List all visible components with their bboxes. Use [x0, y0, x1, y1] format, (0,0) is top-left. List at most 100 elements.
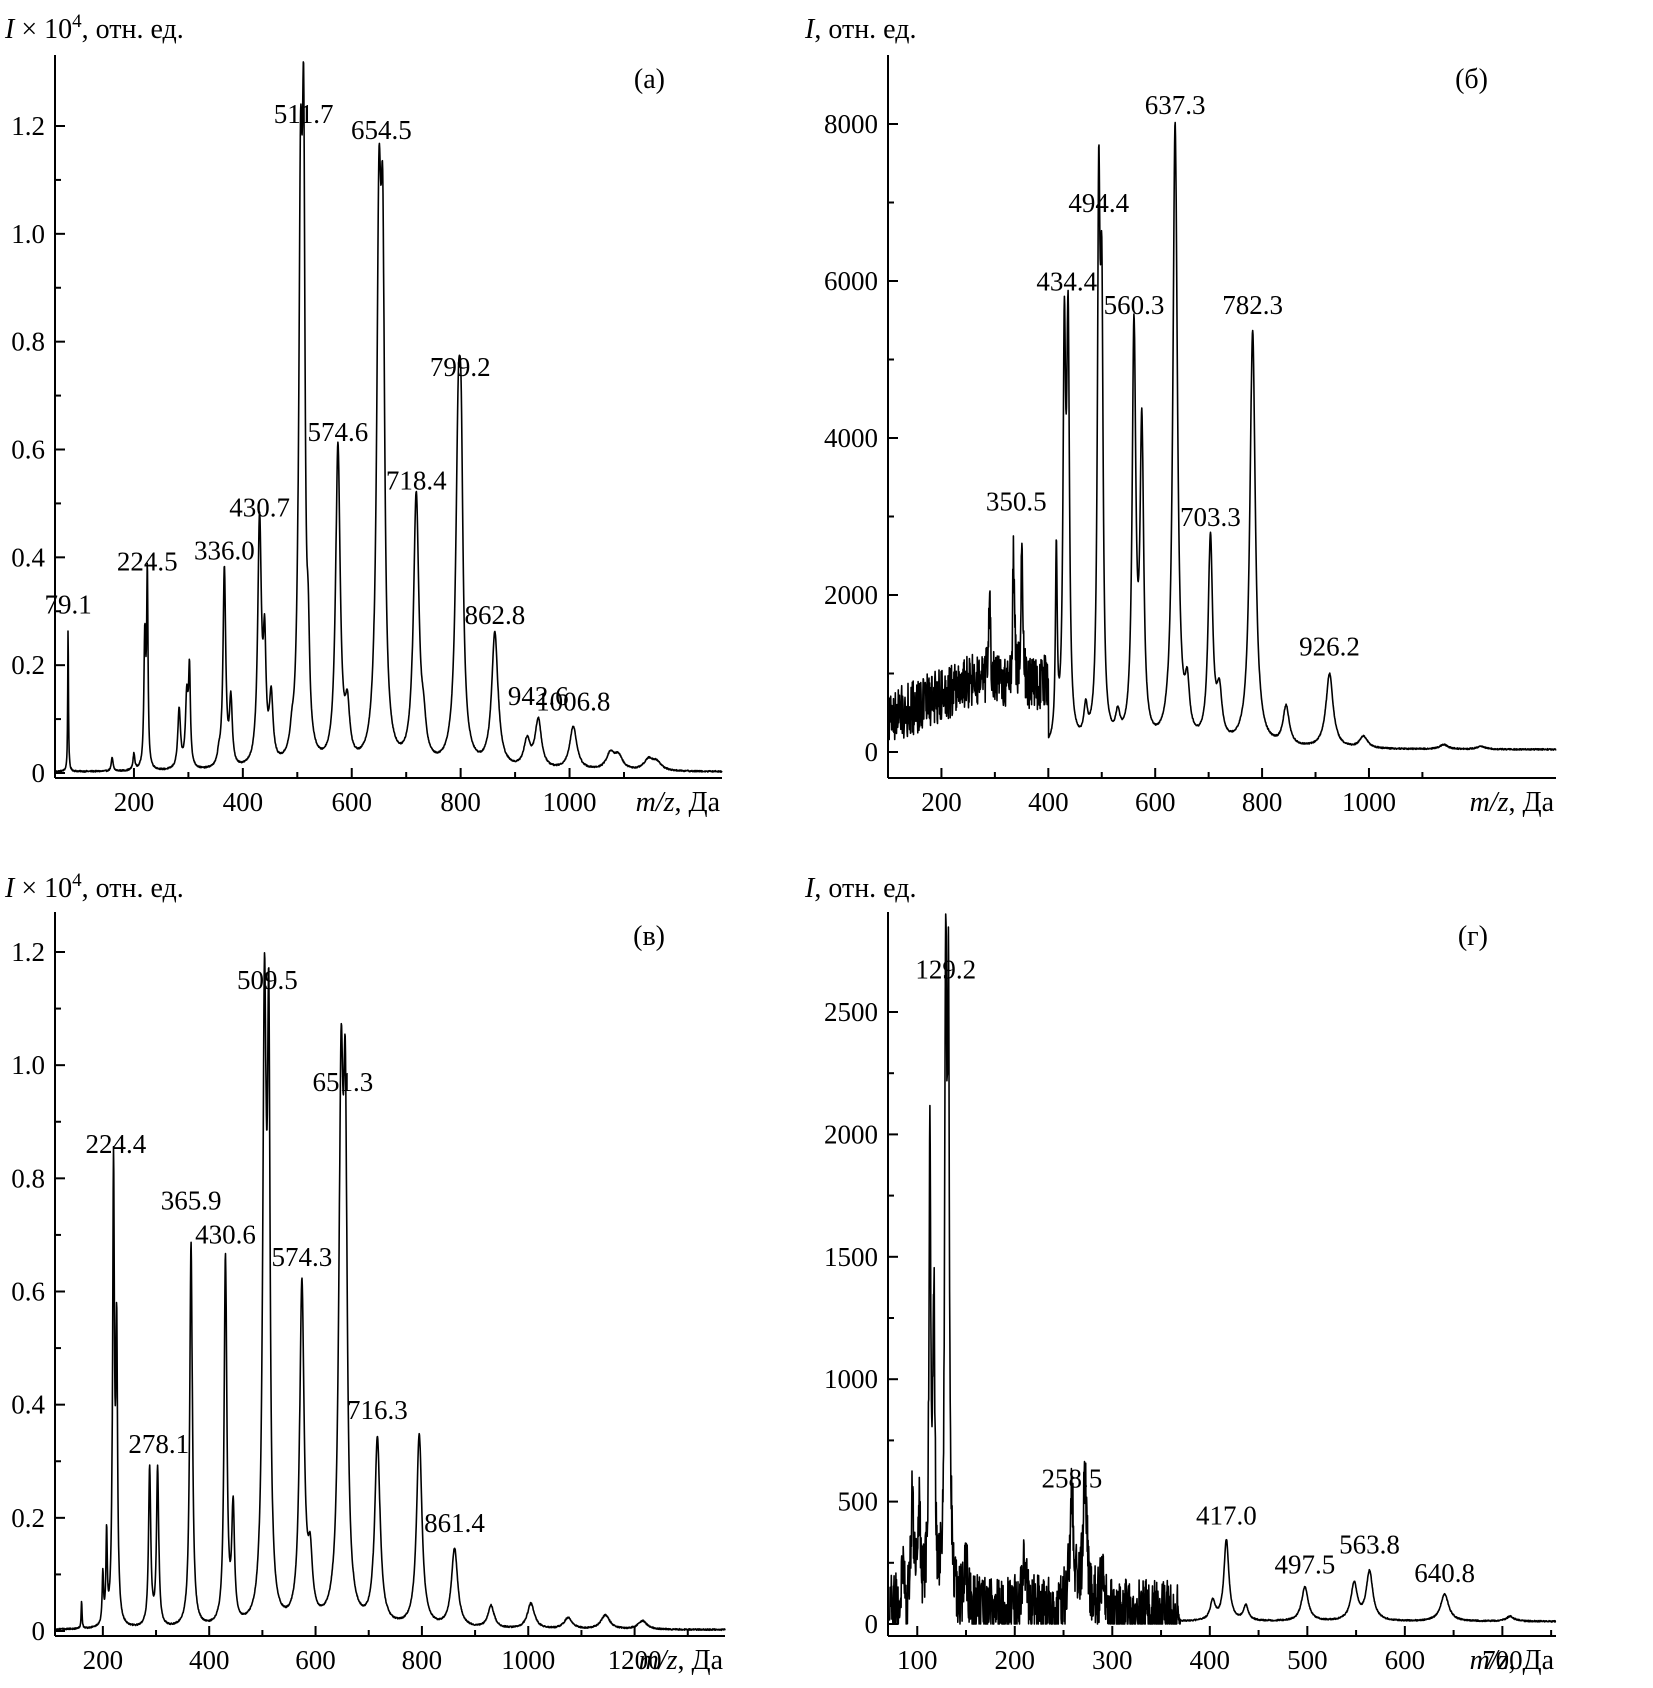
y-tick-label: 2000	[824, 580, 878, 610]
x-tick-label: 400	[189, 1645, 230, 1675]
y-axis-exponent: 4	[72, 870, 82, 891]
x-axis-var: m/z	[1470, 1645, 1509, 1676]
peak-label-434-4: 434.4	[1036, 267, 1097, 297]
y-tick-label: 0	[865, 737, 879, 767]
x-tick-label: 400	[223, 787, 264, 817]
peak-label-718-4: 718.4	[386, 465, 447, 495]
y-tick-label: 1.0	[11, 219, 45, 249]
peak-label-640-8: 640.8	[1414, 1558, 1475, 1588]
peak-label-651-3: 651.3	[312, 1067, 373, 1097]
y-tick-label: 1000	[824, 1364, 878, 1394]
x-tick-label: 700	[1482, 1645, 1523, 1675]
panel-b: 0 2000 4000 6000 8000 200 400 600 800 1000 I, отн.…	[804, 14, 1557, 818]
y-tick-label: 0.6	[11, 435, 45, 465]
y-tick-label: 0.2	[11, 650, 45, 680]
y-axis-scale: × 10	[14, 873, 72, 904]
panel-tag: (а)	[634, 64, 665, 95]
x-tick-label: 600	[295, 1645, 336, 1675]
x-tick-label: 200	[921, 787, 962, 817]
y-axis-var: I	[804, 873, 816, 904]
y-axis-unit: , отн. ед.	[814, 873, 916, 904]
panel-a: 0 0.2 0.4 0.6 0.8 1.0 1.2 200 400 600 800 1000 I × 1…	[4, 11, 723, 818]
y-tick-label: 8000	[824, 109, 878, 139]
y-axis-var: I	[804, 14, 816, 45]
x-tick-label: 600	[1135, 787, 1176, 817]
x-axis-var: m/z	[639, 1645, 678, 1676]
peak-label-365-9: 365.9	[161, 1186, 222, 1216]
spectrum-line	[887, 913, 1557, 1625]
peak-label-654-5: 654.5	[351, 115, 412, 145]
peak-label-494-4: 494.4	[1068, 188, 1129, 218]
peak-label-862-8: 862.8	[464, 600, 525, 630]
peak-label-509-5: 509.5	[237, 965, 298, 995]
peak-label-563-8: 563.8	[1339, 1530, 1400, 1560]
peak-label-637-3: 637.3	[1145, 90, 1206, 120]
peak-label-716-3: 716.3	[347, 1395, 408, 1425]
x-tick-label: 200	[83, 1645, 124, 1675]
peak-label-258-5: 258.5	[1041, 1464, 1102, 1494]
peak-label-511-7: 511.7	[274, 99, 334, 129]
peak-label-224-4: 224.4	[85, 1129, 146, 1159]
peak-label-430-7: 430.7	[229, 492, 290, 522]
peak-label-560-3: 560.3	[1104, 290, 1165, 320]
y-tick-label: 1.2	[11, 111, 45, 141]
panel-tag: (б)	[1455, 64, 1488, 95]
peak-label-278-1: 278.1	[128, 1429, 189, 1459]
y-tick-label: 2000	[824, 1119, 878, 1149]
y-tick-label: 0.6	[11, 1277, 45, 1307]
peak-label-79-1: 79.1	[44, 589, 91, 619]
y-tick-label: 0.8	[11, 327, 45, 357]
y-axis-unit: , отн. ед.	[82, 873, 184, 904]
y-axis-unit: , отн. ед.	[82, 14, 184, 45]
x-axis-var: m/z	[1470, 787, 1509, 818]
peak-label-574-3: 574.3	[272, 1242, 333, 1272]
panel-c: 0 0.2 0.4 0.6 0.8 1.0 1.2 200 400 600 800 1000 1200 I…	[4, 870, 726, 1676]
peak-label-224-5: 224.5	[117, 546, 178, 576]
x-tick-label: 800	[440, 787, 481, 817]
y-tick-label: 0.2	[11, 1503, 45, 1533]
x-tick-label: 1000	[501, 1645, 555, 1675]
x-tick-label: 1000	[1342, 787, 1396, 817]
x-tick-label: 500	[1287, 1645, 1328, 1675]
peak-label-799-2: 799.2	[430, 352, 491, 382]
peak-label-417-0: 417.0	[1196, 1500, 1257, 1530]
x-axis-unit: , Да	[674, 787, 720, 818]
y-axis-scale: × 10	[14, 14, 72, 45]
peak-label-350-5: 350.5	[986, 486, 1047, 516]
y-axis-label: I, отн. ед.	[804, 873, 916, 904]
y-tick-label: 4000	[824, 423, 878, 453]
x-tick-label: 600	[331, 787, 372, 817]
x-tick-label: 1200	[608, 1645, 662, 1675]
peak-label-574-6: 574.6	[308, 417, 369, 447]
y-axis-var: I	[4, 14, 16, 45]
y-tick-label: 0.8	[11, 1163, 45, 1193]
peak-label-430-6: 430.6	[195, 1220, 256, 1250]
y-tick-label: 2500	[824, 997, 878, 1027]
y-tick-label: 0.4	[11, 1390, 45, 1420]
y-tick-label: 1.2	[11, 937, 45, 967]
x-tick-label: 1000	[543, 787, 597, 817]
y-axis-unit: , отн. ед.	[814, 14, 916, 45]
peak-label-942-6: 942.6	[508, 681, 569, 711]
y-axis-label: I, отн. ед.	[804, 14, 916, 45]
x-tick-label: 800	[402, 1645, 443, 1675]
x-tick-label: 400	[1028, 787, 1069, 817]
x-axis-unit: , Да	[1508, 787, 1554, 818]
x-tick-label: 200	[114, 787, 155, 817]
x-axis-label: m/z, Да	[636, 787, 721, 818]
x-axis-var: m/z	[636, 787, 675, 818]
spectrum-line	[887, 121, 1557, 751]
x-axis-unit: , Да	[677, 1645, 723, 1676]
x-tick-label: 400	[1190, 1645, 1231, 1675]
peak-label-926-2: 926.2	[1299, 632, 1360, 662]
x-axis-label: m/z, Да	[639, 1645, 724, 1676]
peak-label-861-4: 861.4	[424, 1508, 485, 1538]
panel-tag: (г)	[1458, 921, 1488, 952]
peak-label-1006-8: 1006.8	[536, 686, 610, 716]
y-axis-exponent: 4	[72, 11, 82, 32]
x-tick-label: 800	[1242, 787, 1283, 817]
spectrum-line	[54, 61, 723, 773]
x-tick-label: 200	[995, 1645, 1036, 1675]
peak-label-782-3: 782.3	[1222, 290, 1283, 320]
